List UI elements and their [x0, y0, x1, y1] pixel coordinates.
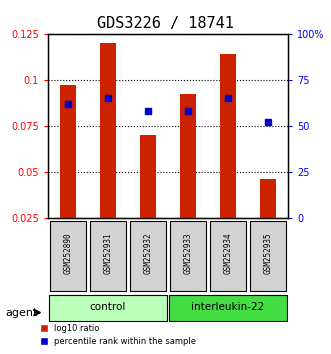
- FancyBboxPatch shape: [49, 295, 167, 321]
- Text: GSM252931: GSM252931: [104, 233, 113, 274]
- Bar: [220, 54, 236, 218]
- Text: agent: agent: [5, 308, 37, 318]
- Text: GSM252933: GSM252933: [183, 233, 193, 274]
- FancyBboxPatch shape: [50, 221, 86, 291]
- FancyBboxPatch shape: [129, 221, 166, 291]
- Bar: [60, 85, 76, 218]
- Text: GSM252935: GSM252935: [263, 233, 272, 274]
- Text: GSM252934: GSM252934: [223, 233, 232, 274]
- Text: control: control: [90, 302, 126, 312]
- FancyBboxPatch shape: [169, 221, 207, 291]
- Bar: [140, 135, 156, 218]
- Bar: [260, 179, 276, 218]
- Text: GSM252932: GSM252932: [143, 233, 153, 274]
- FancyBboxPatch shape: [250, 221, 286, 291]
- Bar: [100, 43, 116, 218]
- FancyBboxPatch shape: [90, 221, 126, 291]
- Text: GDS3226 / 18741: GDS3226 / 18741: [97, 16, 234, 31]
- Bar: [180, 95, 196, 218]
- Legend: log10 ratio, percentile rank within the sample: log10 ratio, percentile rank within the …: [37, 321, 199, 350]
- Text: interleukin-22: interleukin-22: [191, 302, 264, 312]
- FancyBboxPatch shape: [169, 295, 287, 321]
- FancyBboxPatch shape: [210, 221, 246, 291]
- Text: GSM252890: GSM252890: [64, 233, 72, 274]
